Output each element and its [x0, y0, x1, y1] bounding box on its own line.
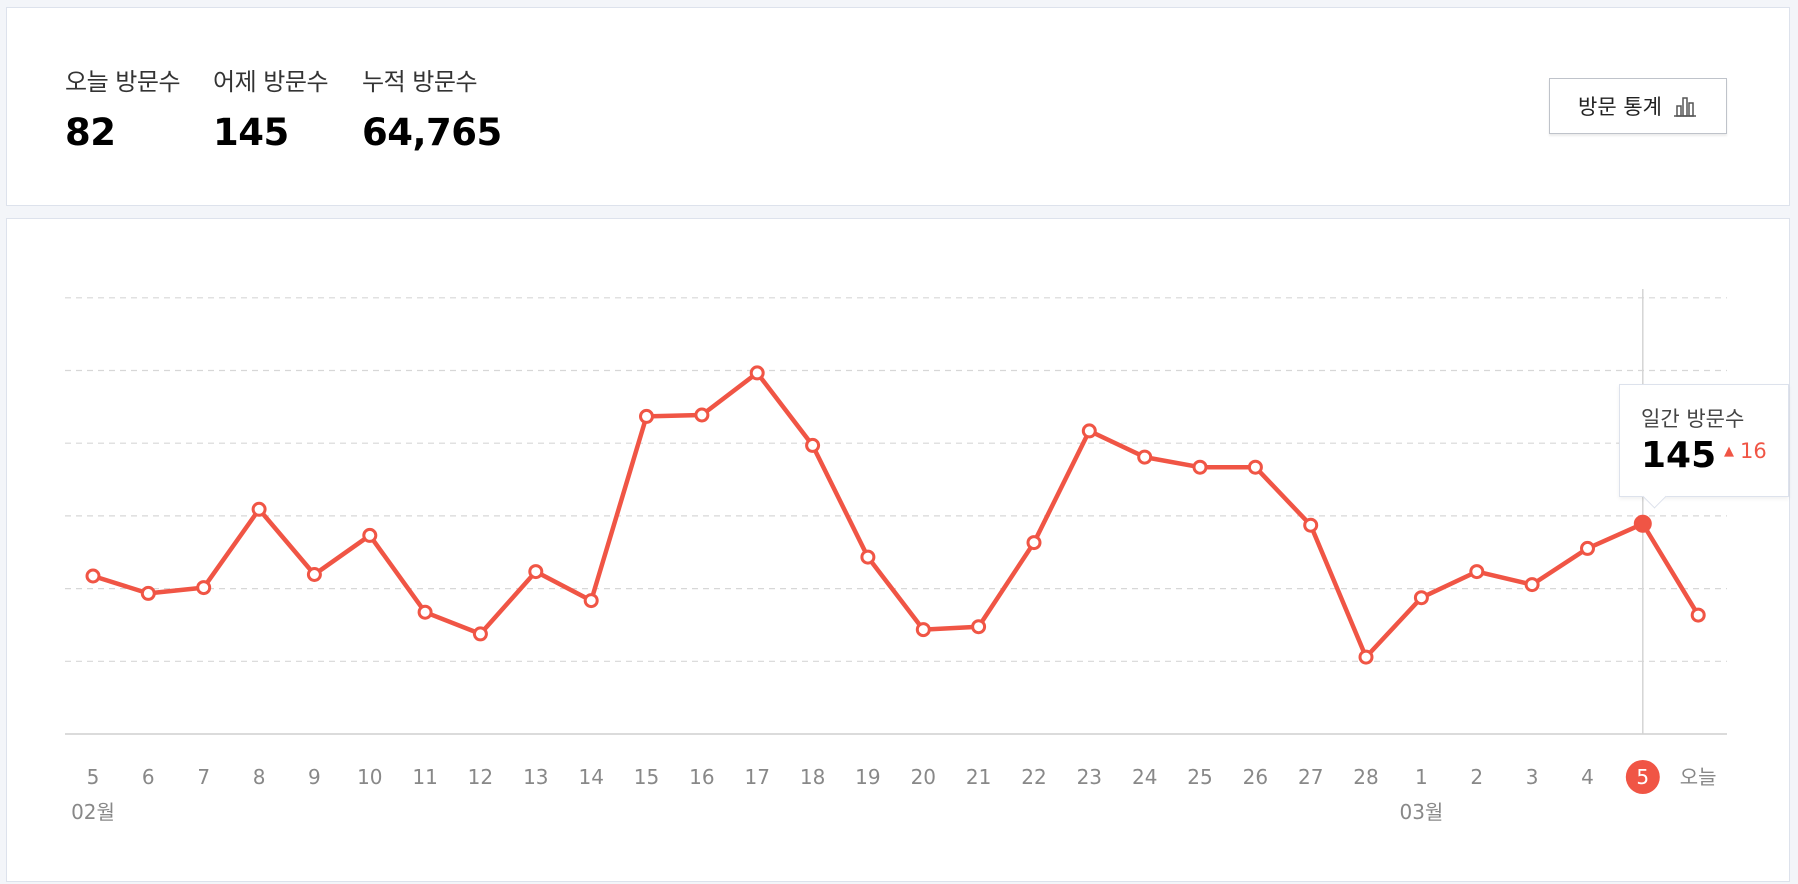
data-point	[971, 619, 987, 635]
data-point	[306, 567, 322, 582]
data-point	[140, 585, 156, 601]
data-point	[1137, 449, 1153, 465]
data-point	[1247, 459, 1263, 475]
x-tick-label: 24	[1132, 765, 1157, 789]
data-point	[639, 408, 654, 424]
data-point	[860, 549, 876, 565]
today-visits-value: 82	[65, 111, 116, 154]
x-tick-label: 20	[911, 765, 936, 789]
data-point	[472, 626, 488, 642]
month-label: 03월	[1399, 800, 1443, 824]
x-tick-label: 4	[1581, 765, 1594, 789]
x-tick-label: 5	[1636, 765, 1649, 789]
x-tick-label: 10	[357, 765, 382, 789]
yesterday-visits-label: 어제 방문수	[213, 68, 329, 96]
visit-stats-button-label: 방문 통계	[1578, 95, 1662, 119]
total-visits-label: 누적 방문수	[362, 68, 478, 96]
x-tick-label: 16	[689, 765, 714, 789]
data-point	[1026, 535, 1042, 551]
data-point	[583, 593, 599, 609]
x-tick-label: 21	[966, 765, 991, 789]
summary-card: 오늘 방문수 82 어제 방문수 145 누적 방문수 64,765 방문 통계	[6, 7, 1790, 206]
visit-stats-button[interactable]: 방문 통계	[1549, 78, 1727, 134]
x-tick-label: 11	[412, 765, 437, 789]
x-tick-label: 14	[578, 765, 603, 789]
x-tick-label: 1	[1415, 765, 1428, 789]
data-point	[1524, 577, 1540, 593]
x-tick-label: 5	[87, 765, 100, 789]
x-tick-label: 19	[855, 765, 880, 789]
bar-chart-icon	[1673, 97, 1696, 117]
x-tick-label: 3	[1526, 765, 1539, 789]
data-point	[85, 568, 101, 584]
x-tick-label: 9	[308, 765, 321, 789]
data-point	[417, 604, 433, 620]
daily-visits-tooltip: 일간 방문수 145 ▲ 16	[1619, 384, 1789, 509]
chart-card: 5 6 7 8 9 10 11 12 13 14 15 16 17 18 19 20 21 22 23 24 25 26 2…	[6, 218, 1790, 882]
x-tick-label: 2	[1470, 765, 1483, 789]
data-point	[915, 622, 931, 638]
tooltip-delta: ▲ 16	[1724, 439, 1767, 463]
x-tick-label: 28	[1353, 765, 1378, 789]
yesterday-visits-stat: 어제 방문수 145	[213, 62, 329, 154]
data-point	[1690, 607, 1706, 623]
data-point	[694, 407, 710, 423]
visits-line-chart: 5 6 7 8 9 10 11 12 13 14 15 16 17 18 19 20 21 22 23 24 25 26 2…	[65, 289, 1727, 824]
data-point	[1303, 517, 1319, 533]
today-visits-label: 오늘 방문수	[65, 68, 181, 96]
data-point	[1580, 540, 1595, 556]
total-visits-value: 64,765	[362, 111, 502, 154]
tick-highlight-badge	[1625, 760, 1660, 794]
data-point	[251, 501, 267, 517]
x-tick-label: 7	[197, 765, 210, 789]
data-point	[1358, 649, 1374, 665]
x-tick-label: 25	[1187, 765, 1212, 789]
x-tick-label: 13	[523, 765, 548, 789]
x-tick-label: 26	[1243, 765, 1268, 789]
x-tick-label: 17	[744, 765, 769, 789]
data-point	[1192, 459, 1208, 475]
x-tick-label: 6	[142, 765, 155, 789]
data-point	[749, 365, 765, 381]
data-point	[1081, 423, 1097, 439]
data-point	[1469, 564, 1485, 580]
data-point	[805, 437, 821, 453]
x-tick-label: 오늘	[1680, 765, 1717, 789]
today-visits-stat: 오늘 방문수 82	[65, 62, 181, 154]
tooltip-delta-value: 16	[1740, 439, 1767, 463]
x-tick-label: 12	[468, 765, 493, 789]
tooltip-label: 일간 방문수	[1641, 407, 1745, 431]
x-tick-label: 18	[800, 765, 825, 789]
month-label: 02월	[71, 800, 115, 824]
total-visits-stat: 누적 방문수 64,765	[362, 62, 502, 154]
data-point	[196, 580, 212, 596]
visits-series-line	[90, 370, 1701, 660]
x-tick-label: 8	[253, 765, 266, 789]
x-tick-label: 27	[1298, 765, 1323, 789]
data-point	[362, 527, 378, 543]
x-tick-label: 23	[1077, 765, 1102, 789]
yesterday-visits-value: 145	[213, 111, 289, 154]
triangle-up-icon: ▲	[1724, 444, 1734, 459]
data-point	[528, 564, 544, 580]
data-point-highlighted	[1633, 514, 1652, 533]
data-point	[1413, 590, 1429, 606]
tooltip-value: 145	[1641, 435, 1717, 476]
x-tick-label: 22	[1021, 765, 1046, 789]
x-tick-label: 15	[634, 765, 659, 789]
